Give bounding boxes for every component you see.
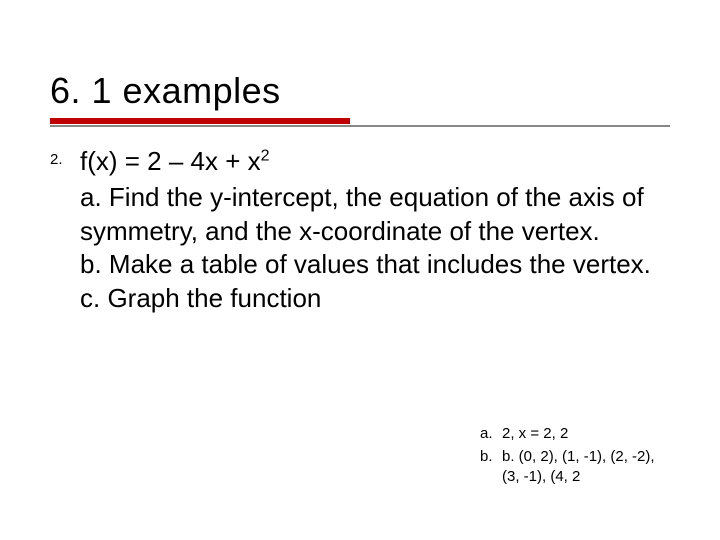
answers-box: a. 2, x = 2, 2 b. b. (0, 2), (1, -1), (2… — [480, 424, 670, 491]
answer-row: a. 2, x = 2, 2 — [480, 424, 670, 444]
equation-prefix: f(x) = 2 – 4x + x — [80, 146, 261, 176]
answer-text: 2, x = 2, 2 — [502, 424, 670, 444]
part-a: a. Find the y-intercept, the equation of… — [80, 181, 670, 249]
part-c: c. Graph the function — [80, 282, 670, 316]
part-b: b. Make a table of values that includes … — [80, 248, 670, 282]
gray-rule — [50, 125, 670, 127]
equation: f(x) = 2 – 4x + x2 — [80, 145, 670, 179]
answer-letter: b. — [480, 447, 502, 486]
slide-title: 6. 1 examples — [50, 70, 670, 112]
body-column: f(x) = 2 – 4x + x2 a. Find the y-interce… — [80, 145, 670, 316]
red-rule — [50, 118, 350, 124]
equation-exponent: 2 — [261, 147, 270, 164]
answer-letter: a. — [480, 424, 502, 444]
content-block: 2. f(x) = 2 – 4x + x2 a. Find the y-inte… — [50, 145, 670, 316]
list-number: 2. — [50, 145, 80, 168]
title-underline — [50, 118, 670, 127]
answer-row: b. b. (0, 2), (1, -1), (2, -2), (3, -1),… — [480, 447, 670, 486]
answer-text: b. (0, 2), (1, -1), (2, -2), (3, -1), (4… — [502, 447, 670, 486]
